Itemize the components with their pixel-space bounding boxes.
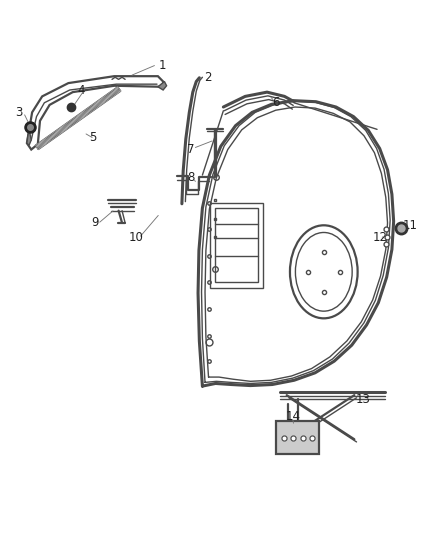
Polygon shape xyxy=(158,82,166,90)
Text: 13: 13 xyxy=(356,393,371,406)
Text: 9: 9 xyxy=(91,216,98,229)
Text: 6: 6 xyxy=(272,96,279,109)
Text: 10: 10 xyxy=(129,231,144,244)
Polygon shape xyxy=(27,130,31,146)
Text: 2: 2 xyxy=(205,71,212,84)
Text: 14: 14 xyxy=(286,410,301,423)
Polygon shape xyxy=(35,87,121,150)
Text: 7: 7 xyxy=(187,143,194,156)
Text: 3: 3 xyxy=(15,106,23,119)
Text: 11: 11 xyxy=(403,219,418,231)
Text: 8: 8 xyxy=(187,171,194,184)
Polygon shape xyxy=(276,421,319,454)
Text: 5: 5 xyxy=(89,131,96,144)
Text: 1: 1 xyxy=(159,59,166,72)
Text: 4: 4 xyxy=(78,84,85,96)
Text: 12: 12 xyxy=(373,231,388,244)
